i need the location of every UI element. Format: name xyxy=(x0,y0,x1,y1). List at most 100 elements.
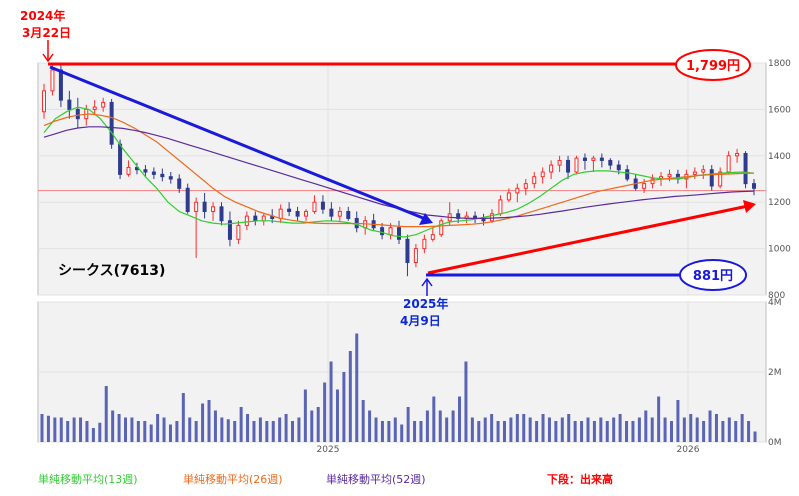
volume-bar xyxy=(625,421,629,442)
candle-down xyxy=(109,101,114,145)
volume-bar xyxy=(329,361,333,442)
candle-down xyxy=(219,206,224,222)
volume-bar xyxy=(406,407,410,442)
volume-bar xyxy=(252,421,256,442)
price-tick-label: 800 xyxy=(768,291,785,301)
down-trend-arrow xyxy=(49,65,433,225)
candle-up xyxy=(194,201,199,212)
volume-bar xyxy=(541,414,545,442)
x-tick-label: 2026 xyxy=(677,445,700,455)
volume-bar xyxy=(509,417,513,442)
candle-up xyxy=(50,69,55,92)
candle-down xyxy=(625,169,630,180)
volume-bar xyxy=(59,417,63,442)
legend-ma26: 単純移動平均(26週) xyxy=(183,473,283,486)
volume-bar xyxy=(316,407,320,442)
candle-down xyxy=(599,157,604,161)
candle-up xyxy=(244,215,249,226)
volume-bar xyxy=(554,421,558,442)
candle-up xyxy=(42,90,46,113)
volume-bar xyxy=(149,424,153,442)
volume-bar xyxy=(361,400,365,442)
price-tick-label: 1600 xyxy=(768,105,791,115)
candle-down xyxy=(253,215,258,222)
volume-bar xyxy=(708,410,712,442)
volume-bar xyxy=(727,417,731,442)
volume-bar xyxy=(419,421,423,442)
top-date-day: 3月22日 xyxy=(22,26,71,40)
volume-bar xyxy=(303,389,307,442)
price-panel xyxy=(37,62,767,296)
volume-bar xyxy=(117,414,121,442)
candle-down xyxy=(168,176,173,180)
volume-bar xyxy=(393,417,397,442)
high-price-ellipse xyxy=(675,49,751,81)
volume-bar xyxy=(464,361,468,442)
volume-bar xyxy=(438,410,442,442)
candle-up xyxy=(498,199,503,215)
candle-down xyxy=(456,213,461,219)
candle-up xyxy=(388,227,393,236)
volume-bar xyxy=(85,421,89,442)
volume-bar xyxy=(239,407,243,442)
candle-down xyxy=(295,210,300,217)
volume-bar xyxy=(271,421,275,442)
volume-bar xyxy=(689,414,693,442)
candle-up xyxy=(591,157,596,161)
volume-bar xyxy=(618,414,622,442)
volume-bar xyxy=(124,417,128,442)
volume-bar xyxy=(297,417,301,442)
bottom-date-year: 2025年 xyxy=(403,296,448,311)
volume-bar xyxy=(40,414,44,442)
volume-bar xyxy=(291,421,295,442)
volume-bar xyxy=(220,417,224,442)
candle-down xyxy=(320,201,325,210)
volume-bar xyxy=(573,421,577,442)
volume-bar xyxy=(528,417,532,442)
candle-down xyxy=(752,183,756,189)
volume-bar xyxy=(425,410,429,442)
volume-bar xyxy=(695,417,699,442)
candle-down xyxy=(616,164,621,171)
volume-bar xyxy=(650,417,654,442)
volume-bar xyxy=(445,417,449,442)
volume-bar xyxy=(657,396,661,442)
volume-bar xyxy=(98,422,102,442)
volume-bar xyxy=(567,414,571,442)
candle-down xyxy=(380,227,385,236)
volume-bar xyxy=(451,410,455,442)
volume-bar xyxy=(156,414,160,442)
volume-bar xyxy=(368,410,372,442)
candle-up xyxy=(489,213,494,222)
volume-bar xyxy=(490,414,494,442)
candle-up xyxy=(312,201,317,212)
volume-bar xyxy=(637,417,641,442)
candle-up xyxy=(304,210,309,217)
legend-volume-note: 下段：出来高 xyxy=(547,473,613,486)
volume-bar xyxy=(136,421,140,442)
low-price-label: 881円 xyxy=(693,269,733,284)
volume-bar xyxy=(599,417,603,442)
candle-up xyxy=(532,176,537,185)
volume-bar xyxy=(669,421,673,442)
candle-up xyxy=(261,215,266,222)
candle-up xyxy=(557,159,562,166)
candle-up xyxy=(574,157,579,173)
candle-up xyxy=(718,171,723,187)
candle-up xyxy=(523,183,528,189)
volume-bar xyxy=(226,419,230,442)
volume-bar xyxy=(753,431,757,442)
candle-up xyxy=(701,169,706,173)
candle-up xyxy=(540,171,545,178)
volume-bars xyxy=(40,333,757,442)
candle-down xyxy=(582,157,587,161)
volume-bar xyxy=(387,421,391,442)
volume-bar xyxy=(79,417,83,442)
x-axis-labels: 2025 2026 xyxy=(317,445,700,455)
candle-down xyxy=(743,152,748,185)
volume-bar xyxy=(111,410,115,442)
volume-bar xyxy=(682,417,686,442)
legend-ma13: 単純移動平均(13週) xyxy=(38,473,138,486)
candle-down xyxy=(75,108,80,120)
volume-bar xyxy=(663,417,667,442)
